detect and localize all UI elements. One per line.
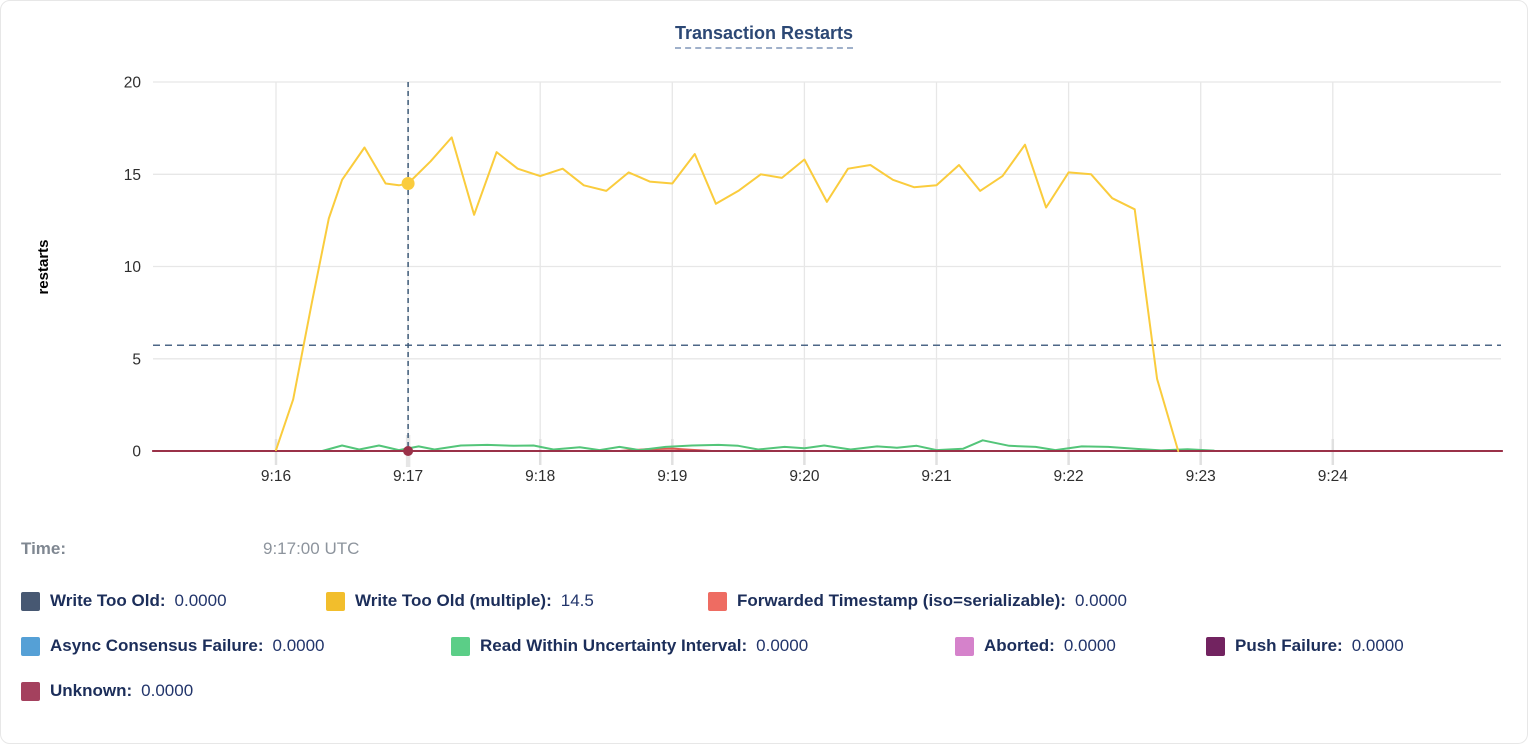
legend-label: Unknown: [50,681,133,700]
series-line-read-within-uncertainty-interval [321,439,1215,452]
crosshair-marker-unknown [403,446,414,456]
x-axis-tick-label: 9:22 [1054,468,1084,485]
x-axis-tick-label: 9:16 [261,468,291,485]
x-axis-tick-label: 9:19 [657,468,687,485]
legend-label: Async Consensus Failure: [50,636,264,655]
legend-value: 0.0000 [1074,591,1127,610]
legend-label: Forwarded Timestamp (iso=serializable): [737,591,1066,610]
legend-swatch-icon [708,591,727,611]
legend-item-write-too-old-multiple[interactable]: Write Too Old (multiple): 14.5 [326,590,594,612]
series-line-write-too-old-multiple [275,136,1180,452]
x-axis-tick-label: 9:20 [789,468,820,485]
legend-item-forwarded-timestamp-iso-serializable[interactable]: Forwarded Timestamp (iso=serializable): 0… [708,590,1127,612]
y-axis-tick-label: 0 [132,444,141,461]
hover-time-row: Time: 9:17:00 UTC [1,539,1527,565]
time-label: Time: [21,539,67,558]
legend-item-aborted[interactable]: Aborted: 0.0000 [955,635,1116,657]
legend-label: Read Within Uncertainty Interval: [480,636,748,655]
chart-title[interactable]: Transaction Restarts [674,23,854,49]
legend-swatch-icon [21,636,40,656]
x-axis-tick-label: 9:17 [393,468,423,485]
legend-item-write-too-old[interactable]: Write Too Old: 0.0000 [21,590,227,612]
legend-swatch-icon [21,591,40,611]
legend-value: 0.0000 [141,681,194,700]
y-axis-tick-label: 10 [124,259,142,276]
legend-label: Aborted: [984,636,1055,655]
legend-swatch-icon [326,591,345,611]
y-axis-tick-label: 20 [124,75,142,92]
restarts-chart-plot[interactable]: 0 5 10 15 20 9:16 9:17 9:18 9:19 9:20 9:21 9:22 9:23… [1,1,1528,521]
x-axis-tick-label: 9:21 [921,468,951,485]
legend-label: Write Too Old (multiple): [355,591,552,610]
y-axis-tick-label: 5 [132,351,141,368]
y-axis-tick-label: 15 [124,167,141,184]
y-axis-title: restarts [35,239,52,294]
legend-swatch-icon [1206,636,1225,656]
legend-label: Write Too Old: [50,591,166,610]
legend-item-async-consensus-failure[interactable]: Async Consensus Failure: 0.0000 [21,635,325,657]
legend-value: 0.0000 [756,636,809,655]
crosshair-marker-write-too-old-multiple [401,177,415,190]
chart-title-wrap: Transaction Restarts [1,23,1527,49]
x-axis-tick-label: 9:23 [1186,468,1216,485]
legend-value: 0.0000 [1351,636,1404,655]
legend-value: 14.5 [560,591,594,610]
legend-value: 0.0000 [1063,636,1116,655]
legend-value: 0.0000 [174,591,227,610]
legend-value: 0.0000 [272,636,325,655]
legend-item-unknown[interactable]: Unknown: 0.0000 [21,680,193,702]
legend-swatch-icon [955,636,974,656]
legend-swatch-icon [21,681,40,701]
legend-swatch-icon [451,636,470,656]
time-value: 9:17:00 UTC [263,539,360,558]
legend-item-push-failure[interactable]: Push Failure: 0.0000 [1206,635,1404,657]
x-axis-tick-label: 9:24 [1318,468,1349,485]
chart-legend: Write Too Old: 0.0000 Write Too Old (multi… [1,590,1527,730]
x-axis-tick-label: 9:18 [525,468,555,485]
legend-label: Push Failure: [1235,636,1343,655]
legend-item-read-within-uncertainty-interval[interactable]: Read Within Uncertainty Interval: 0.0000 [451,635,808,657]
